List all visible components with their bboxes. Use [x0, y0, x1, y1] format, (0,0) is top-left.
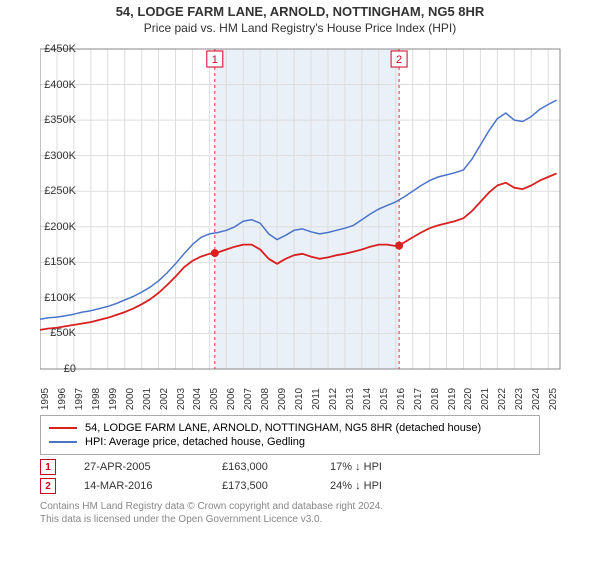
x-tick-label: 1995: [40, 388, 51, 410]
x-tick-label: 2000: [125, 388, 136, 410]
x-tick-label: 2022: [497, 388, 508, 410]
x-tick-label: 2010: [294, 388, 305, 410]
sale-diff: 17% ↓ HPI: [330, 461, 420, 473]
legend-label: 54, LODGE FARM LANE, ARNOLD, NOTTINGHAM,…: [85, 422, 481, 434]
y-tick-label: £50K: [38, 327, 76, 339]
x-tick-label: 2021: [480, 388, 491, 410]
chart-svg: 12: [40, 39, 600, 409]
legend: 54, LODGE FARM LANE, ARNOLD, NOTTINGHAM,…: [40, 415, 540, 455]
x-tick-label: 2001: [142, 388, 153, 410]
x-tick-label: 1998: [91, 388, 102, 410]
sale-row: 1 27-APR-2005 £163,000 17% ↓ HPI: [40, 459, 560, 475]
legend-swatch: [49, 441, 77, 443]
x-tick-label: 2003: [176, 388, 187, 410]
sale-date: 14-MAR-2016: [84, 480, 194, 492]
y-tick-label: £400K: [38, 79, 76, 91]
svg-text:2: 2: [396, 54, 402, 66]
chart-title: 54, LODGE FARM LANE, ARNOLD, NOTTINGHAM,…: [0, 4, 600, 19]
footer-line-1: Contains HM Land Registry data © Crown c…: [40, 500, 600, 513]
y-tick-label: £0: [38, 363, 76, 375]
x-tick-label: 2016: [396, 388, 407, 410]
x-tick-label: 1999: [108, 388, 119, 410]
x-tick-label: 2009: [277, 388, 288, 410]
y-tick-label: £450K: [38, 43, 76, 55]
x-tick-label: 2020: [463, 388, 474, 410]
x-tick-label: 2024: [531, 388, 542, 410]
legend-label: HPI: Average price, detached house, Gedl…: [85, 436, 305, 448]
x-tick-label: 2006: [226, 388, 237, 410]
sale-marker-box: 2: [40, 478, 56, 494]
x-tick-label: 2025: [548, 388, 559, 410]
chart-subtitle: Price paid vs. HM Land Registry's House …: [0, 21, 600, 35]
y-tick-label: £150K: [38, 256, 76, 268]
footer-line-2: This data is licensed under the Open Gov…: [40, 513, 600, 526]
sale-price: £163,000: [222, 461, 302, 473]
y-tick-label: £300K: [38, 150, 76, 162]
svg-text:1: 1: [212, 54, 218, 66]
sale-marker-box: 1: [40, 459, 56, 475]
sale-date: 27-APR-2005: [84, 461, 194, 473]
sale-row: 2 14-MAR-2016 £173,500 24% ↓ HPI: [40, 478, 560, 494]
x-tick-label: 2008: [260, 388, 271, 410]
x-tick-label: 2005: [209, 388, 220, 410]
y-tick-label: £100K: [38, 292, 76, 304]
x-tick-label: 2011: [311, 388, 322, 410]
sale-diff: 24% ↓ HPI: [330, 480, 420, 492]
chart-area: 12 £0£50K£100K£150K£200K£250K£300K£350K£…: [40, 39, 600, 409]
x-tick-label: 2002: [159, 388, 170, 410]
sales-table: 1 27-APR-2005 £163,000 17% ↓ HPI 2 14-MAR-201…: [40, 459, 560, 494]
x-tick-label: 2015: [379, 388, 390, 410]
x-tick-label: 2023: [514, 388, 525, 410]
x-tick-label: 1997: [74, 388, 85, 410]
x-tick-label: 1996: [57, 388, 68, 410]
legend-swatch: [49, 427, 77, 429]
y-tick-label: £200K: [38, 221, 76, 233]
x-tick-label: 2012: [328, 388, 339, 410]
x-tick-label: 2013: [345, 388, 356, 410]
footer: Contains HM Land Registry data © Crown c…: [40, 500, 600, 526]
x-tick-label: 2014: [362, 388, 373, 410]
sale-price: £173,500: [222, 480, 302, 492]
y-tick-label: £250K: [38, 185, 76, 197]
x-tick-label: 2018: [430, 388, 441, 410]
x-tick-label: 2007: [243, 388, 254, 410]
legend-item: HPI: Average price, detached house, Gedl…: [49, 436, 531, 448]
x-tick-label: 2019: [447, 388, 458, 410]
legend-item: 54, LODGE FARM LANE, ARNOLD, NOTTINGHAM,…: [49, 422, 531, 434]
x-tick-label: 2017: [413, 388, 424, 410]
x-tick-label: 2004: [192, 388, 203, 410]
y-tick-label: £350K: [38, 114, 76, 126]
